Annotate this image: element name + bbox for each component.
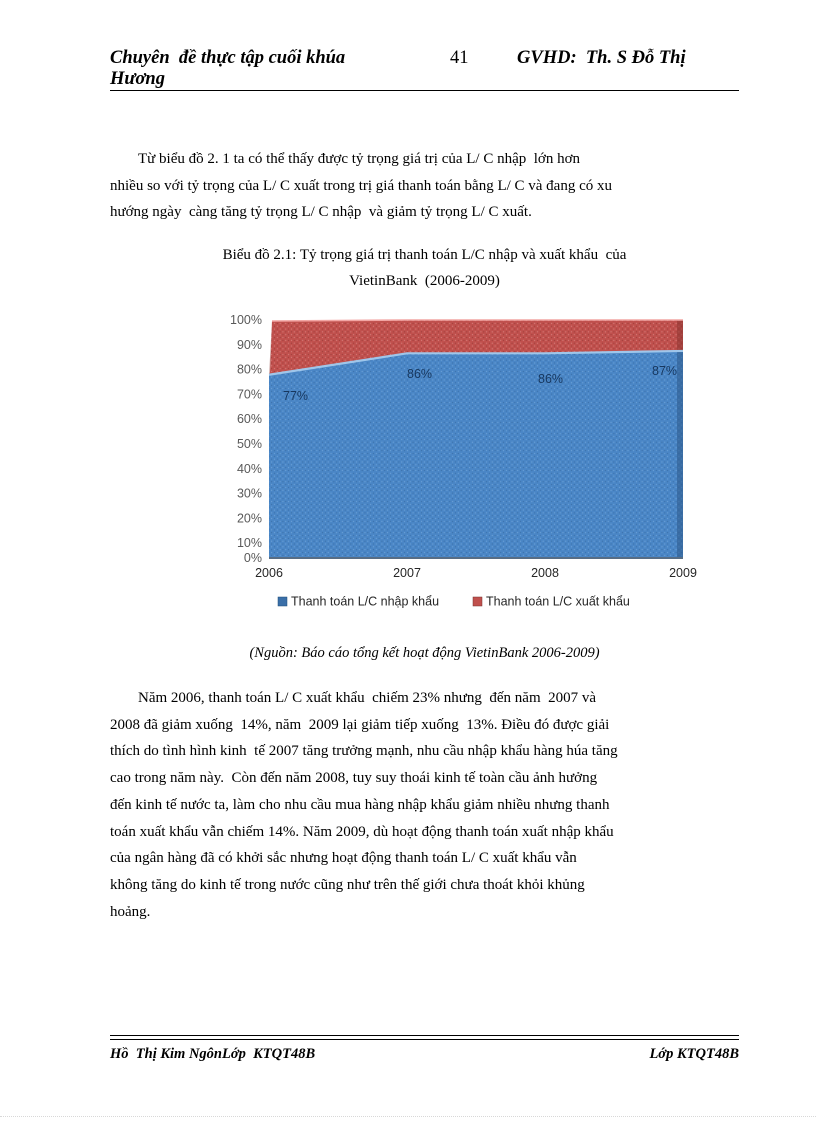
svg-text:2006: 2006 (255, 566, 283, 580)
svg-text:86%: 86% (407, 367, 432, 381)
svg-text:40%: 40% (237, 462, 262, 476)
svg-text:Thanh toán L/C nhập khẩu: Thanh toán L/C nhập khẩu (291, 595, 439, 609)
svg-text:30%: 30% (237, 487, 262, 501)
svg-text:2008: 2008 (531, 566, 559, 580)
svg-text:70%: 70% (237, 387, 262, 401)
svg-text:20%: 20% (237, 511, 262, 525)
svg-text:Thanh toán L/C xuất khẩu: Thanh toán L/C xuất khẩu (486, 595, 630, 609)
svg-text:100%: 100% (230, 313, 262, 327)
svg-text:60%: 60% (237, 412, 262, 426)
svg-text:50%: 50% (237, 437, 262, 451)
svg-text:86%: 86% (538, 372, 563, 386)
svg-text:10%: 10% (237, 536, 262, 550)
svg-text:90%: 90% (237, 338, 262, 352)
svg-text:77%: 77% (283, 389, 308, 403)
svg-text:80%: 80% (237, 363, 262, 377)
svg-text:2009: 2009 (669, 566, 697, 580)
svg-text:2007: 2007 (393, 566, 421, 580)
svg-text:0%: 0% (244, 551, 262, 565)
svg-text:87%: 87% (652, 364, 677, 378)
